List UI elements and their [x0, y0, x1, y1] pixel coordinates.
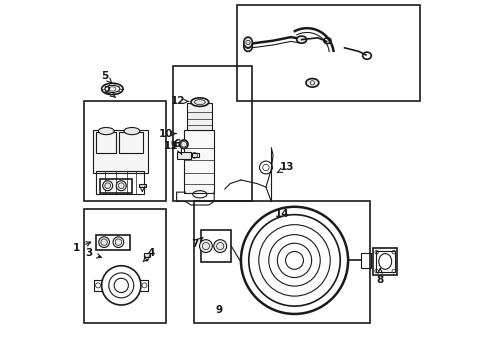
- Bar: [176, 152, 190, 158]
- Ellipse shape: [124, 127, 140, 135]
- Bar: [173, 66, 251, 202]
- Ellipse shape: [305, 78, 318, 87]
- Ellipse shape: [244, 41, 252, 51]
- Ellipse shape: [296, 36, 306, 43]
- Bar: [83, 208, 165, 323]
- Bar: [96, 171, 144, 194]
- Text: 6: 6: [173, 139, 182, 154]
- Bar: [194, 202, 369, 323]
- Bar: [372, 248, 397, 275]
- Ellipse shape: [98, 127, 114, 135]
- Bar: [360, 253, 370, 267]
- Circle shape: [213, 240, 226, 252]
- Bar: [237, 5, 419, 102]
- Bar: [119, 132, 142, 153]
- Text: 13: 13: [277, 162, 294, 172]
- Text: 2: 2: [103, 86, 115, 98]
- Text: 9: 9: [216, 305, 223, 315]
- Bar: [96, 132, 116, 153]
- Text: 8: 8: [376, 269, 383, 285]
- Bar: [201, 230, 231, 262]
- Ellipse shape: [179, 140, 188, 149]
- Bar: [143, 253, 150, 257]
- Bar: [100, 179, 132, 193]
- Bar: [375, 251, 394, 272]
- Circle shape: [199, 240, 212, 252]
- Bar: [187, 103, 212, 130]
- Text: 4: 4: [143, 248, 155, 262]
- Ellipse shape: [244, 37, 252, 48]
- Text: 10: 10: [158, 129, 176, 139]
- Text: 12: 12: [171, 96, 188, 107]
- Circle shape: [99, 237, 109, 248]
- Text: 11: 11: [163, 141, 178, 151]
- Circle shape: [113, 237, 123, 248]
- Text: 1: 1: [73, 242, 91, 253]
- Bar: [183, 130, 214, 193]
- Ellipse shape: [190, 98, 208, 107]
- Text: 14: 14: [274, 209, 289, 219]
- Bar: [191, 153, 198, 157]
- Text: 5: 5: [102, 71, 112, 83]
- Bar: [83, 102, 165, 202]
- Bar: [96, 235, 130, 249]
- Text: 3: 3: [85, 248, 101, 258]
- Circle shape: [116, 181, 126, 191]
- Circle shape: [102, 181, 112, 191]
- Bar: [139, 184, 145, 187]
- Bar: [93, 130, 148, 173]
- Text: 7: 7: [190, 237, 203, 249]
